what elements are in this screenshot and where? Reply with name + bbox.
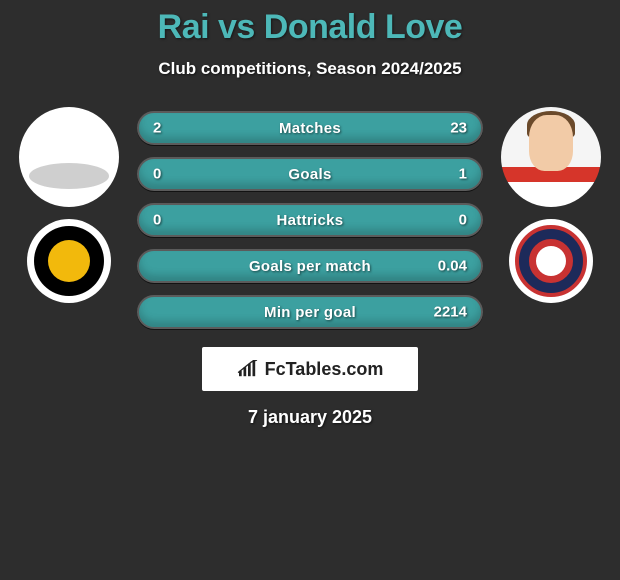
- stat-label: Hattricks: [277, 212, 344, 229]
- stat-label: Goals per match: [249, 258, 371, 275]
- stat-label: Goals: [288, 166, 331, 183]
- comparison-card: Rai vs Donald Love Club competitions, Se…: [0, 0, 620, 428]
- main-row: 2 Matches 23 0 Goals 1 0 Hattricks 0 Goa…: [0, 107, 620, 329]
- stat-left-value: 0: [153, 166, 161, 183]
- stat-label: Matches: [279, 120, 341, 137]
- stat-left-value: 0: [153, 212, 161, 229]
- stat-row-hattricks: 0 Hattricks 0: [137, 203, 483, 237]
- page-title: Rai vs Donald Love: [0, 8, 620, 47]
- right-player-column: [501, 107, 601, 303]
- left-player-photo: [19, 107, 119, 207]
- stat-right-value: 1: [459, 166, 467, 183]
- left-player-column: [19, 107, 119, 303]
- left-club-badge: [27, 219, 111, 303]
- stat-row-goals: 0 Goals 1: [137, 157, 483, 191]
- stat-row-matches: 2 Matches 23: [137, 111, 483, 145]
- date-label: 7 january 2025: [0, 407, 620, 428]
- stat-right-value: 23: [450, 120, 467, 137]
- page-subtitle: Club competitions, Season 2024/2025: [0, 59, 620, 79]
- stat-row-min-per-goal: Min per goal 2214: [137, 295, 483, 329]
- site-logo[interactable]: FcTables.com: [202, 347, 418, 391]
- stat-right-value: 0.04: [438, 258, 467, 275]
- right-player-photo: [501, 107, 601, 207]
- stat-label: Min per goal: [264, 304, 356, 321]
- right-club-badge: [509, 219, 593, 303]
- stat-right-value: 0: [459, 212, 467, 229]
- stat-left-value: 2: [153, 120, 161, 137]
- stat-row-goals-per-match: Goals per match 0.04: [137, 249, 483, 283]
- stats-column: 2 Matches 23 0 Goals 1 0 Hattricks 0 Goa…: [137, 107, 483, 329]
- site-logo-text: FcTables.com: [265, 359, 384, 380]
- stat-right-value: 2214: [434, 304, 467, 321]
- chart-icon: [237, 360, 259, 378]
